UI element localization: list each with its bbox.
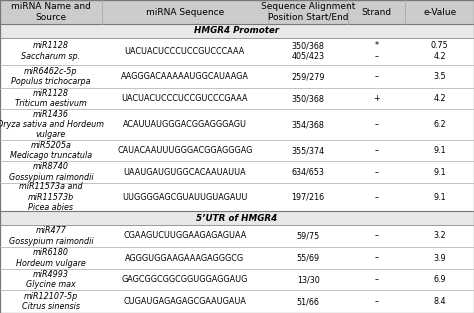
- Text: UUGGGGAGCGUAUUGUAGAUU: UUGGGGAGCGUAUUGUAGAUU: [122, 193, 247, 202]
- Text: ACAUUAUGGGACGGAGGGAGU: ACAUUAUGGGACGGAGGGAGU: [123, 120, 247, 129]
- Text: 3.5: 3.5: [433, 72, 446, 81]
- Bar: [0, 109, 474, 140]
- Text: 3.2: 3.2: [433, 232, 446, 240]
- Text: miR6180
Hordeum vulgare: miR6180 Hordeum vulgare: [16, 248, 86, 268]
- Text: Strand: Strand: [362, 8, 392, 17]
- Text: 197/216: 197/216: [292, 193, 325, 202]
- Text: +: +: [374, 94, 380, 103]
- Text: miR1128
Saccharum sp.: miR1128 Saccharum sp.: [21, 41, 81, 61]
- Text: 13/30: 13/30: [297, 275, 319, 284]
- Text: 6.9: 6.9: [433, 275, 446, 284]
- Bar: [0, 24, 474, 38]
- Bar: [0, 38, 474, 65]
- Text: –: –: [375, 193, 379, 202]
- Text: –: –: [375, 146, 379, 155]
- Text: –: –: [375, 232, 379, 240]
- Bar: [0, 225, 474, 247]
- Bar: [0, 65, 474, 88]
- Bar: [0, 140, 474, 162]
- Text: miR1436
Oryza sativa and Hordeum
vulgare: miR1436 Oryza sativa and Hordeum vulgare: [0, 110, 104, 139]
- Text: 0.75
4.2: 0.75 4.2: [431, 41, 448, 61]
- Text: 354/368: 354/368: [292, 120, 325, 129]
- Text: UACUACUCCCUCCGUCCCAAA: UACUACUCCCUCCGUCCCAAA: [125, 47, 245, 56]
- Text: CUGAUGAGAGAGCGAAUGAUA: CUGAUGAGAGAGCGAAUGAUA: [123, 297, 246, 306]
- Text: –: –: [375, 72, 379, 81]
- Text: HMGR4 Promoter: HMGR4 Promoter: [194, 27, 280, 35]
- Text: miR8740
Gossypium raimondii: miR8740 Gossypium raimondii: [9, 162, 93, 182]
- Text: 634/653: 634/653: [292, 168, 325, 177]
- Text: CAUACAAUUUGGGACGGAGGGAG: CAUACAAUUUGGGACGGAGGGAG: [117, 146, 253, 155]
- Text: e-Value: e-Value: [423, 8, 456, 17]
- Text: 350/368: 350/368: [292, 94, 325, 103]
- Text: miRNA Sequence: miRNA Sequence: [146, 8, 224, 17]
- Text: AAGGGACAAAAAUGGCAUAAGA: AAGGGACAAAAAUGGCAUAAGA: [121, 72, 249, 81]
- Text: 8.4: 8.4: [433, 297, 446, 306]
- Text: –: –: [375, 254, 379, 263]
- Bar: [0, 162, 474, 183]
- Text: 9.1: 9.1: [433, 193, 446, 202]
- Text: –: –: [375, 120, 379, 129]
- Text: 259/279: 259/279: [292, 72, 325, 81]
- Text: UAAUGAUGUGGCACAAUAUUA: UAAUGAUGUGGCACAAUAUUA: [124, 168, 246, 177]
- Bar: [0, 269, 474, 290]
- Bar: [0, 88, 474, 109]
- Text: CGAAGUCUUGGAAGAGAGUAA: CGAAGUCUUGGAAGAGAGUAA: [123, 232, 246, 240]
- Text: 9.1: 9.1: [433, 146, 446, 155]
- Text: 6.2: 6.2: [433, 120, 446, 129]
- Text: miR1128
Triticum aestivum: miR1128 Triticum aestivum: [15, 89, 87, 109]
- Text: miR6462c-5p
Populus trichocarpa: miR6462c-5p Populus trichocarpa: [11, 67, 91, 86]
- Text: 9.1: 9.1: [433, 168, 446, 177]
- Text: 5’UTR of HMGR4: 5’UTR of HMGR4: [196, 213, 278, 223]
- Text: *
–: * –: [375, 41, 379, 61]
- Bar: [0, 290, 474, 313]
- Text: –: –: [375, 168, 379, 177]
- Text: miR477
Gossypium raimondii: miR477 Gossypium raimondii: [9, 226, 93, 246]
- Text: AGGGUGGAAGAAAGAGGGCG: AGGGUGGAAGAAAGAGGGCG: [125, 254, 245, 263]
- Text: miR11573a and
miR11573b
Picea abies: miR11573a and miR11573b Picea abies: [19, 182, 83, 212]
- Text: 59/75: 59/75: [296, 232, 320, 240]
- Text: 355/374: 355/374: [292, 146, 325, 155]
- Text: 4.2: 4.2: [433, 94, 446, 103]
- Text: miR4993
Glycine max: miR4993 Glycine max: [26, 270, 76, 289]
- Text: 3.9: 3.9: [433, 254, 446, 263]
- Text: GAGCGGCGGCGGUGGAGGAUG: GAGCGGCGGCGGUGGAGGAUG: [122, 275, 248, 284]
- Text: UACUACUCCCUCCGUCCCGAAA: UACUACUCCCUCCGUCCCGAAA: [122, 94, 248, 103]
- Text: miRNA Name and
Source: miRNA Name and Source: [11, 3, 91, 22]
- Text: Sequence Alignment
Position Start/End: Sequence Alignment Position Start/End: [261, 3, 356, 22]
- Text: –: –: [375, 297, 379, 306]
- Bar: [0, 0, 474, 24]
- Bar: [0, 247, 474, 269]
- Bar: [0, 183, 474, 212]
- Bar: [0, 212, 474, 225]
- Text: 55/69: 55/69: [297, 254, 319, 263]
- Text: 350/368
405/423: 350/368 405/423: [292, 41, 325, 61]
- Text: miR12107-5p
Citrus sinensis: miR12107-5p Citrus sinensis: [22, 292, 80, 311]
- Text: 51/66: 51/66: [297, 297, 319, 306]
- Text: miR5205a
Medicago truncatula: miR5205a Medicago truncatula: [10, 141, 92, 160]
- Text: –: –: [375, 275, 379, 284]
